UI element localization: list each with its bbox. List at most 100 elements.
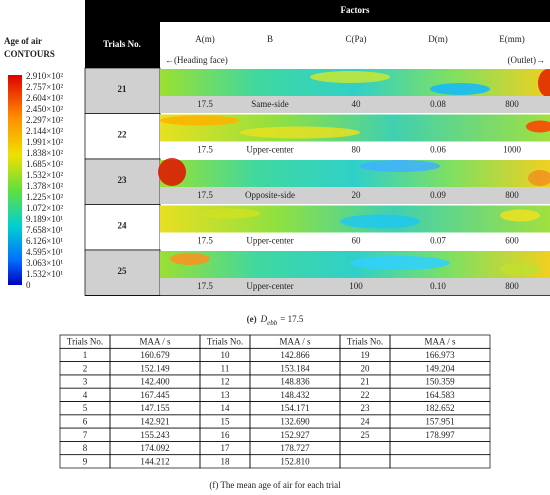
legend-tick: 2.757×10² [26,82,63,92]
table-value: 178.997 [425,430,455,440]
contour-blob [160,115,240,126]
value-strip [160,187,550,204]
trial-number: 23 [118,175,128,185]
trial-number: 21 [118,84,128,94]
table-header: Trials No. [347,337,383,347]
table-value: 23 [361,403,371,413]
table-cell [389,454,491,469]
table-value: 17 [221,443,231,453]
factor-value: 0.09 [430,190,446,200]
value-strip [160,232,550,250]
table-value: 14 [221,403,231,413]
trial-cell [84,204,161,251]
table-value: 178.727 [280,443,310,453]
value-strip [160,141,550,159]
factor-value: 60 [352,236,362,246]
legend-tick: 7.658×10¹ [26,225,63,235]
factor-value: 40 [352,99,362,109]
factor-value: 800 [505,99,519,109]
legend-tick: 6.126×10¹ [26,236,63,246]
table-value: 155.243 [140,430,170,440]
factor-value: 0.06 [430,145,446,155]
legend-tick: 9.189×10¹ [26,214,63,224]
contour-image [160,160,550,187]
table-value: 20 [361,363,371,373]
table-value: 147.155 [140,403,170,413]
legend-tick: 2.910×10² [26,71,63,81]
contour-blob [340,214,420,229]
legend-tick: 3.063×10¹ [26,258,63,268]
factor-value: 17.5 [197,281,213,291]
table-header: MAA / s [279,337,311,347]
table-value: 12 [221,377,230,387]
table-value: 18 [221,456,231,466]
legend-title: CONTOURS [4,49,55,59]
table-value: 1 [83,350,88,360]
trial-number: 22 [118,130,128,140]
table-value: 182.652 [425,403,454,413]
caption-e: (e) Debb = 17.5 [247,314,304,327]
table-cell [339,441,391,456]
factor-value: Opposite-side [245,190,295,200]
factor-value: 17.5 [197,99,213,109]
table-value: 142.866 [280,350,310,360]
table-value: 160.679 [140,350,170,360]
factor-value: 600 [505,236,519,246]
caption-symbol: D [260,314,268,324]
legend-tick: 1.532×10¹ [26,269,63,279]
contour-blob [310,71,390,83]
table-value: 164.583 [425,390,455,400]
table-value: 3 [83,377,88,387]
factor-value: 17.5 [197,145,213,155]
table-value: 148.432 [280,390,309,400]
contour-blob [500,209,540,222]
legend-tick: 1.685×10² [26,159,63,169]
table-value: 4 [83,390,88,400]
contour-blob [170,253,210,265]
table-cell [339,454,391,469]
trial-number: 25 [118,266,128,276]
trials-header: Trials No. [103,39,141,49]
table-value: 8 [83,443,88,453]
table-value: 154.171 [280,403,309,413]
factor-value: Upper-center [246,145,293,155]
table-value: 7 [83,430,88,440]
caption-label: (e) [247,314,257,324]
table-value: 167.445 [140,390,170,400]
legend-title: Age of air [4,36,42,46]
table-value: 142.921 [140,417,169,427]
legend-tick: 2.450×10² [26,104,63,114]
factor-value: 100 [349,281,363,291]
value-strip [160,96,550,113]
contour-blob [538,69,550,97]
table-value: 174.092 [140,443,169,453]
factor-value: 0.10 [430,281,446,291]
table-header: MAA / s [139,337,171,347]
table-value: 166.973 [425,350,455,360]
legend-tick: 1.072×10² [26,203,63,213]
contour-blob [526,120,550,133]
caption-f: (f) The mean age of air for each trial [209,480,341,490]
legend-tick: 4.595×10¹ [26,247,63,257]
legend-tick: 0 [26,280,31,290]
contour-blob [200,208,260,219]
contour-blob [240,126,360,139]
legend-tick: 1.225×10² [26,192,63,202]
table-value: 9 [83,456,88,466]
trials-header-cell [85,0,160,68]
contour-blob [430,83,490,95]
factor-value: 0.07 [430,236,446,246]
table-value: 6 [83,417,88,427]
factor-value: 800 [505,190,519,200]
table-header: Trials No. [207,337,243,347]
legend-tick: 1.991×10² [26,137,63,147]
factor-name: A(m) [195,34,215,44]
table-value: 144.212 [140,456,169,466]
table-value: 2 [83,363,88,373]
legend-tick: 2.297×10² [26,115,63,125]
legend-tick: 2.604×10² [26,93,63,103]
factor-value: 20 [352,190,362,200]
contour-blob [350,256,450,270]
